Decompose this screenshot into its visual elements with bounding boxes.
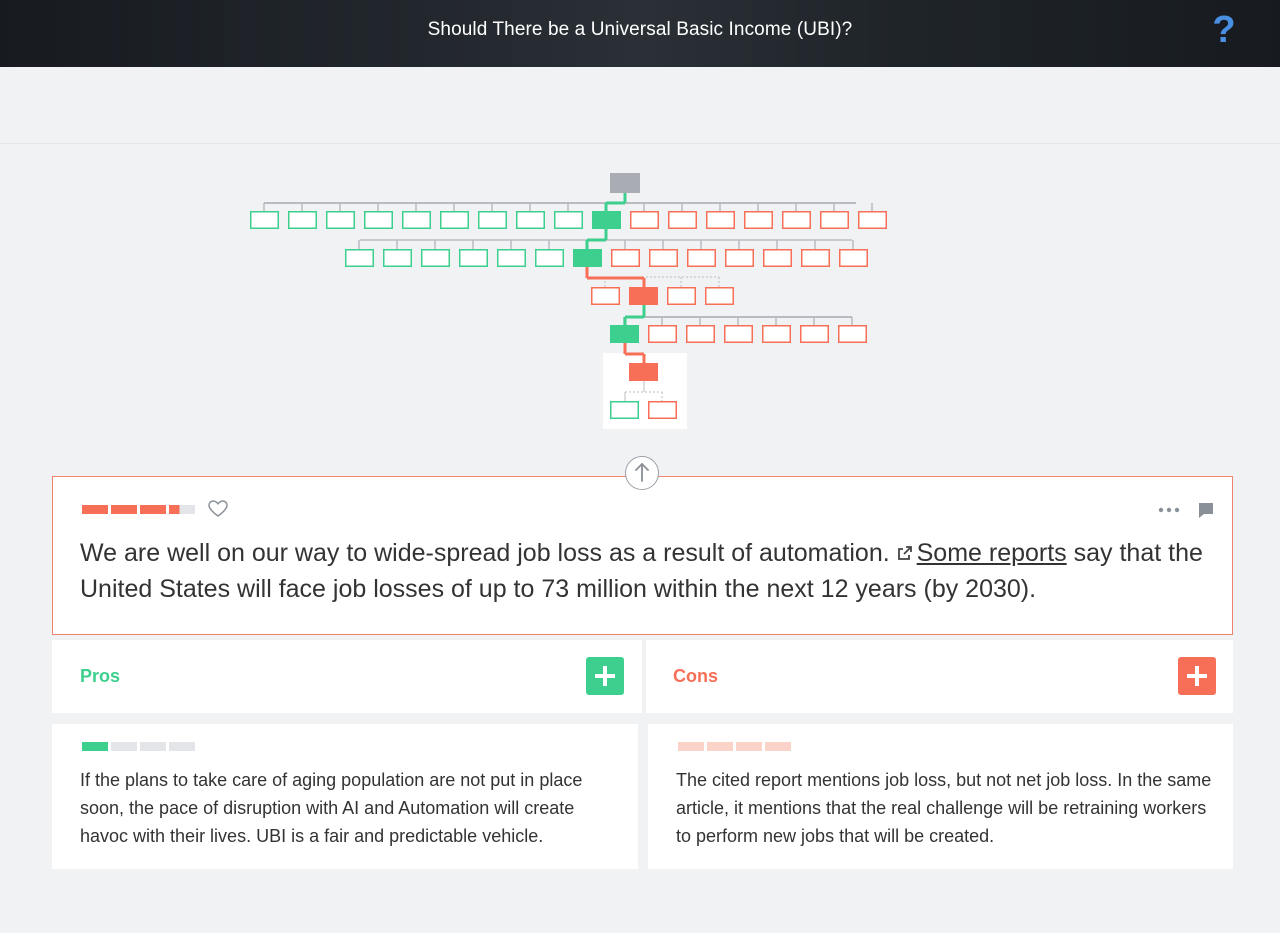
claim-text-before-link: We are well on our way to wide-spread jo… bbox=[80, 539, 897, 567]
more-options-icon[interactable] bbox=[1157, 504, 1181, 516]
claim-text: We are well on our way to wide-spread jo… bbox=[80, 535, 1220, 607]
tree-node[interactable] bbox=[724, 325, 753, 343]
cons-header: Cons bbox=[646, 640, 1233, 713]
top-bar: Should There be a Universal Basic Income… bbox=[0, 0, 1280, 67]
add-con-button[interactable] bbox=[1178, 657, 1216, 695]
tree-node-selected[interactable] bbox=[610, 325, 639, 343]
tree-node[interactable] bbox=[326, 211, 355, 229]
impact-segment bbox=[111, 742, 137, 751]
arrow-up-icon[interactable] bbox=[625, 456, 659, 490]
tree-node[interactable] bbox=[554, 211, 583, 229]
tree-node[interactable] bbox=[686, 325, 715, 343]
source-link[interactable]: Some reports bbox=[916, 539, 1067, 567]
tree-node[interactable] bbox=[744, 211, 773, 229]
tree-node[interactable] bbox=[801, 249, 830, 267]
pros-header: Pros bbox=[52, 640, 642, 713]
tree-node[interactable] bbox=[648, 401, 677, 419]
tree-node[interactable] bbox=[706, 211, 735, 229]
tree-node-selected[interactable] bbox=[592, 211, 621, 229]
tree-node[interactable] bbox=[402, 211, 431, 229]
pro-impact-bar bbox=[82, 742, 196, 751]
tree-node[interactable] bbox=[383, 249, 412, 267]
impact-segment bbox=[707, 742, 733, 751]
impact-segment bbox=[765, 742, 791, 751]
tree-node[interactable] bbox=[459, 249, 488, 267]
impact-segment bbox=[678, 742, 704, 751]
tree-node[interactable] bbox=[839, 249, 868, 267]
con-claim-text: The cited report mentions job loss, but … bbox=[676, 770, 1212, 846]
plus-icon bbox=[1187, 666, 1207, 686]
tree-node[interactable] bbox=[611, 249, 640, 267]
impact-segment bbox=[169, 505, 195, 514]
tree-node-selected[interactable] bbox=[629, 363, 658, 381]
tree-node[interactable] bbox=[610, 401, 639, 419]
claim-impact-bar bbox=[82, 505, 196, 514]
tree-node[interactable] bbox=[440, 211, 469, 229]
tree-node[interactable] bbox=[516, 211, 545, 229]
con-claim-card[interactable]: The cited report mentions job loss, but … bbox=[648, 724, 1233, 869]
tree-node[interactable] bbox=[649, 249, 678, 267]
con-impact-bar bbox=[678, 742, 792, 751]
tree-node[interactable] bbox=[705, 287, 734, 305]
sub-toolbar bbox=[0, 67, 1280, 144]
tree-node[interactable] bbox=[820, 211, 849, 229]
claim-text-after-link: say that the United States will face job… bbox=[80, 539, 1203, 603]
tree-node[interactable] bbox=[288, 211, 317, 229]
tree-node[interactable] bbox=[648, 325, 677, 343]
tree-nodes[interactable] bbox=[250, 173, 887, 419]
external-link-icon bbox=[897, 546, 912, 560]
impact-segment bbox=[111, 505, 137, 514]
pros-label: Pros bbox=[80, 666, 121, 686]
page-title: Should There be a Universal Basic Income… bbox=[427, 19, 853, 40]
heart-icon[interactable] bbox=[207, 499, 229, 519]
tree-node[interactable] bbox=[782, 211, 811, 229]
tree-node[interactable] bbox=[630, 211, 659, 229]
tree-node-selected[interactable] bbox=[629, 287, 658, 305]
impact-segment bbox=[140, 505, 166, 514]
tree-node[interactable] bbox=[667, 287, 696, 305]
discussion-tree-map[interactable] bbox=[0, 0, 1280, 440]
tree-node[interactable] bbox=[535, 249, 564, 267]
tree-node[interactable] bbox=[763, 249, 792, 267]
tree-node[interactable] bbox=[858, 211, 887, 229]
help-icon[interactable]: ? bbox=[1212, 9, 1236, 51]
impact-segment bbox=[736, 742, 762, 751]
tree-node[interactable] bbox=[591, 287, 620, 305]
plus-icon bbox=[595, 666, 615, 686]
tree-node[interactable] bbox=[762, 325, 791, 343]
tree-node[interactable] bbox=[250, 211, 279, 229]
comment-icon[interactable] bbox=[1197, 501, 1215, 519]
tree-node[interactable] bbox=[838, 325, 867, 343]
impact-segment bbox=[169, 742, 195, 751]
cons-label: Cons bbox=[673, 666, 718, 686]
tree-node[interactable] bbox=[345, 249, 374, 267]
tree-node[interactable] bbox=[668, 211, 697, 229]
tree-node[interactable] bbox=[497, 249, 526, 267]
pro-claim-text: If the plans to take care of aging popul… bbox=[80, 770, 583, 846]
tree-node[interactable] bbox=[421, 249, 450, 267]
tree-node[interactable] bbox=[364, 211, 393, 229]
add-pro-button[interactable] bbox=[586, 657, 624, 695]
impact-segment bbox=[82, 505, 108, 514]
pro-claim-card[interactable]: If the plans to take care of aging popul… bbox=[52, 724, 638, 869]
tree-node-selected[interactable] bbox=[610, 173, 640, 193]
impact-segment bbox=[82, 742, 108, 751]
tree-node[interactable] bbox=[478, 211, 507, 229]
tree-node-selected[interactable] bbox=[573, 249, 602, 267]
tree-node[interactable] bbox=[687, 249, 716, 267]
impact-segment bbox=[140, 742, 166, 751]
tree-node[interactable] bbox=[725, 249, 754, 267]
tree-node[interactable] bbox=[800, 325, 829, 343]
